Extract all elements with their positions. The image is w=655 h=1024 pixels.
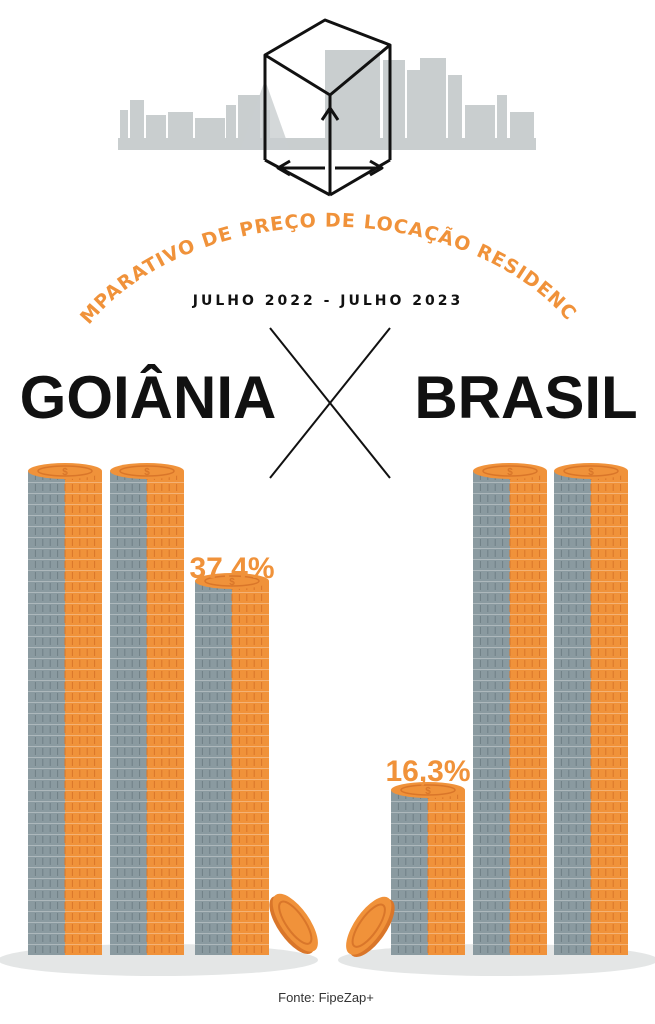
period-label: JULHO 2022 - JULHO 2023 (192, 293, 463, 309)
falling-coin-icon (269, 893, 318, 954)
svg-text:$: $ (507, 467, 513, 478)
goiania-title: GOIÂNIA (20, 364, 277, 431)
arc-title: COMPARATIVO DE PREÇO DE LOCAÇÃO RESIDENC… (0, 0, 581, 328)
coin-stacks: $ $ $ $ $ $ (28, 463, 628, 955)
svg-text:$: $ (229, 577, 235, 588)
svg-text:$: $ (588, 467, 594, 478)
versus-x-icon (269, 327, 391, 479)
brasil-title: BRASIL (414, 364, 637, 431)
falling-coin-icon (346, 896, 395, 957)
brasil-value-bar: $ (391, 782, 465, 955)
goiania-value-bar: $ (195, 573, 269, 955)
svg-text:$: $ (144, 467, 150, 478)
svg-text:$: $ (62, 467, 68, 478)
brasil-reference-stack: $ (473, 463, 547, 955)
svg-text:$: $ (425, 786, 431, 797)
cube-arrows-icon (263, 18, 392, 197)
goiania-value-label: 37,4% (189, 552, 274, 585)
skyline-icon (118, 50, 536, 150)
brasil-reference-stack: $ (554, 463, 628, 955)
goiania-reference-stack: $ (28, 463, 102, 955)
goiania-reference-stack: $ (110, 463, 184, 955)
source-label: Fonte: FipeZap+ (278, 990, 374, 1005)
brasil-value-label: 16,3% (385, 755, 470, 788)
